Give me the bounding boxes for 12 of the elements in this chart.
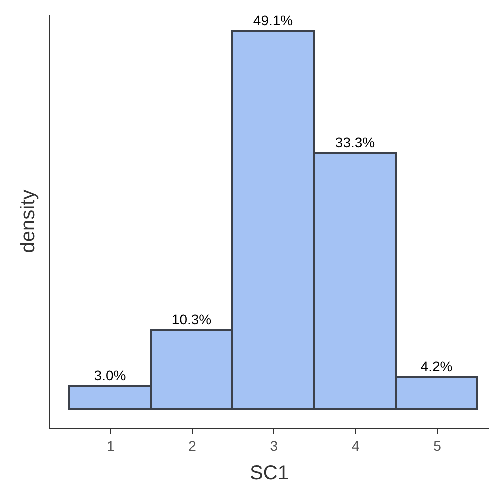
y-axis-title: density — [18, 190, 40, 254]
x-tick-label: 2 — [188, 438, 197, 454]
x-tick-label: 4 — [352, 438, 360, 454]
data-label: 10.3% — [172, 311, 212, 328]
data-label: 3.0% — [94, 367, 126, 384]
data-label: 4.2% — [420, 358, 453, 374]
x-tick-label: 3 — [270, 438, 278, 454]
x-tick-label: 5 — [434, 438, 442, 454]
x-axis-title: SC1 — [250, 462, 289, 484]
x-tick-label: 1 — [106, 438, 115, 454]
data-label: 49.1% — [253, 12, 294, 28]
data-label: 33.3% — [335, 134, 376, 150]
